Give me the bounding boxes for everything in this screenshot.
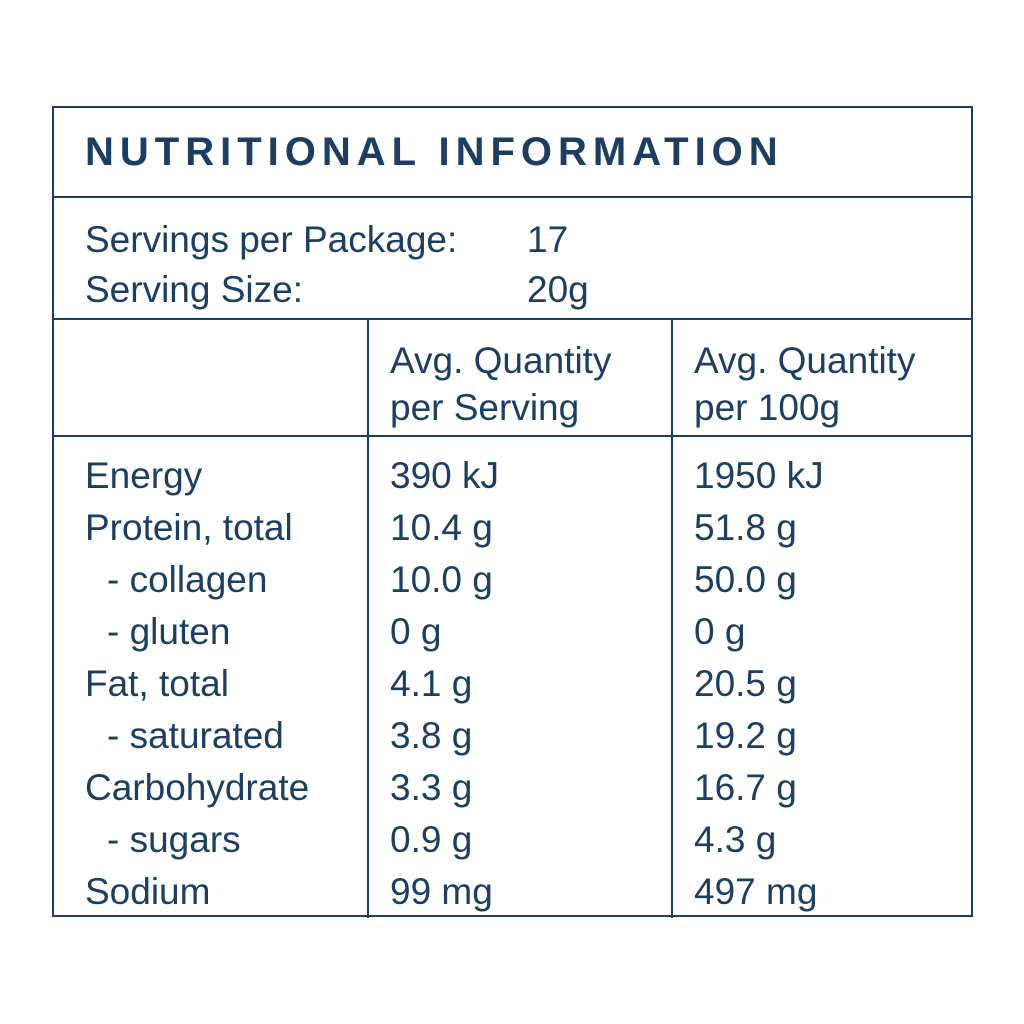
saturated-per-serving-value: 3.8 g — [390, 715, 473, 756]
energy-per-100g-value: 1950 kJ — [694, 455, 824, 496]
nutrient-label-collagen: - collagen — [107, 559, 268, 600]
nutrient-label-carbohydrate: Carbohydrate — [85, 767, 310, 808]
protein-per-serving-value: 10.4 g — [390, 507, 493, 548]
protein-per-100g-value: 51.8 g — [694, 507, 797, 548]
saturated-per-100g-value: 19.2 g — [694, 715, 797, 756]
serving-info-section: Servings per Package: 17 Serving Size: 2… — [54, 198, 971, 320]
servings-per-package-value: 17 — [527, 219, 569, 260]
per-serving-header-line2: per Serving — [390, 387, 580, 428]
carbohydrate-per-100g-value: 16.7 g — [694, 767, 797, 808]
nutrient-label-energy: Energy — [85, 455, 203, 496]
fat-per-serving-value: 4.1 g — [390, 663, 473, 704]
fat-per-100g-value: 20.5 g — [694, 663, 797, 704]
per-100g-column-header: Avg. Quantity per 100g — [671, 320, 971, 435]
per-serving-header-line1: Avg. Quantity — [390, 340, 612, 381]
per-serving-values-column: 390 kJ 10.4 g 10.0 g 0 g 4.1 g 3.8 g 3.3… — [367, 437, 671, 918]
servings-per-package-label: Servings per Package: — [85, 219, 458, 260]
nutrient-label-sodium: Sodium — [85, 871, 211, 912]
gluten-per-serving-value: 0 g — [390, 611, 442, 652]
serving-size-value: 20g — [527, 269, 589, 310]
sodium-per-100g-value: 497 mg — [694, 871, 818, 912]
serving-size-line: Serving Size: 20g — [85, 265, 971, 315]
nutrient-data-section: Energy Protein, total - collagen - glute… — [54, 437, 971, 918]
nutrient-labels-column: Energy Protein, total - collagen - glute… — [54, 437, 367, 918]
nutrient-column-header-empty — [54, 320, 367, 435]
nutrient-label-gluten: - gluten — [107, 611, 231, 652]
nutrient-label-sugars: - sugars — [107, 819, 241, 860]
nutrition-table: NUTRITIONAL INFORMATION Servings per Pac… — [52, 106, 973, 918]
collagen-per-100g-value: 50.0 g — [694, 559, 797, 600]
per-100g-header-line1: Avg. Quantity — [694, 340, 916, 381]
nutrient-label-fat: Fat, total — [85, 663, 229, 704]
serving-size-label: Serving Size: — [85, 269, 303, 310]
per-serving-column-header: Avg. Quantity per Serving — [367, 320, 671, 435]
collagen-per-serving-value: 10.0 g — [390, 559, 493, 600]
sugars-per-serving-value: 0.9 g — [390, 819, 473, 860]
sodium-per-serving-value: 99 mg — [390, 871, 493, 912]
gluten-per-100g-value: 0 g — [694, 611, 746, 652]
sugars-per-100g-value: 4.3 g — [694, 819, 777, 860]
column-header-row: Avg. Quantity per Serving Avg. Quantity … — [54, 320, 971, 437]
energy-per-serving-value: 390 kJ — [390, 455, 500, 496]
per-100g-header-line2: per 100g — [694, 387, 841, 428]
nutrient-label-saturated: - saturated — [107, 715, 284, 756]
nutrient-label-protein: Protein, total — [85, 507, 293, 548]
carbohydrate-per-serving-value: 3.3 g — [390, 767, 473, 808]
servings-per-package-line: Servings per Package: 17 — [85, 215, 971, 265]
per-100g-values-column: 1950 kJ 51.8 g 50.0 g 0 g 20.5 g 19.2 g … — [671, 437, 971, 918]
title-row: NUTRITIONAL INFORMATION — [54, 108, 971, 198]
page-title: NUTRITIONAL INFORMATION — [85, 129, 784, 174]
